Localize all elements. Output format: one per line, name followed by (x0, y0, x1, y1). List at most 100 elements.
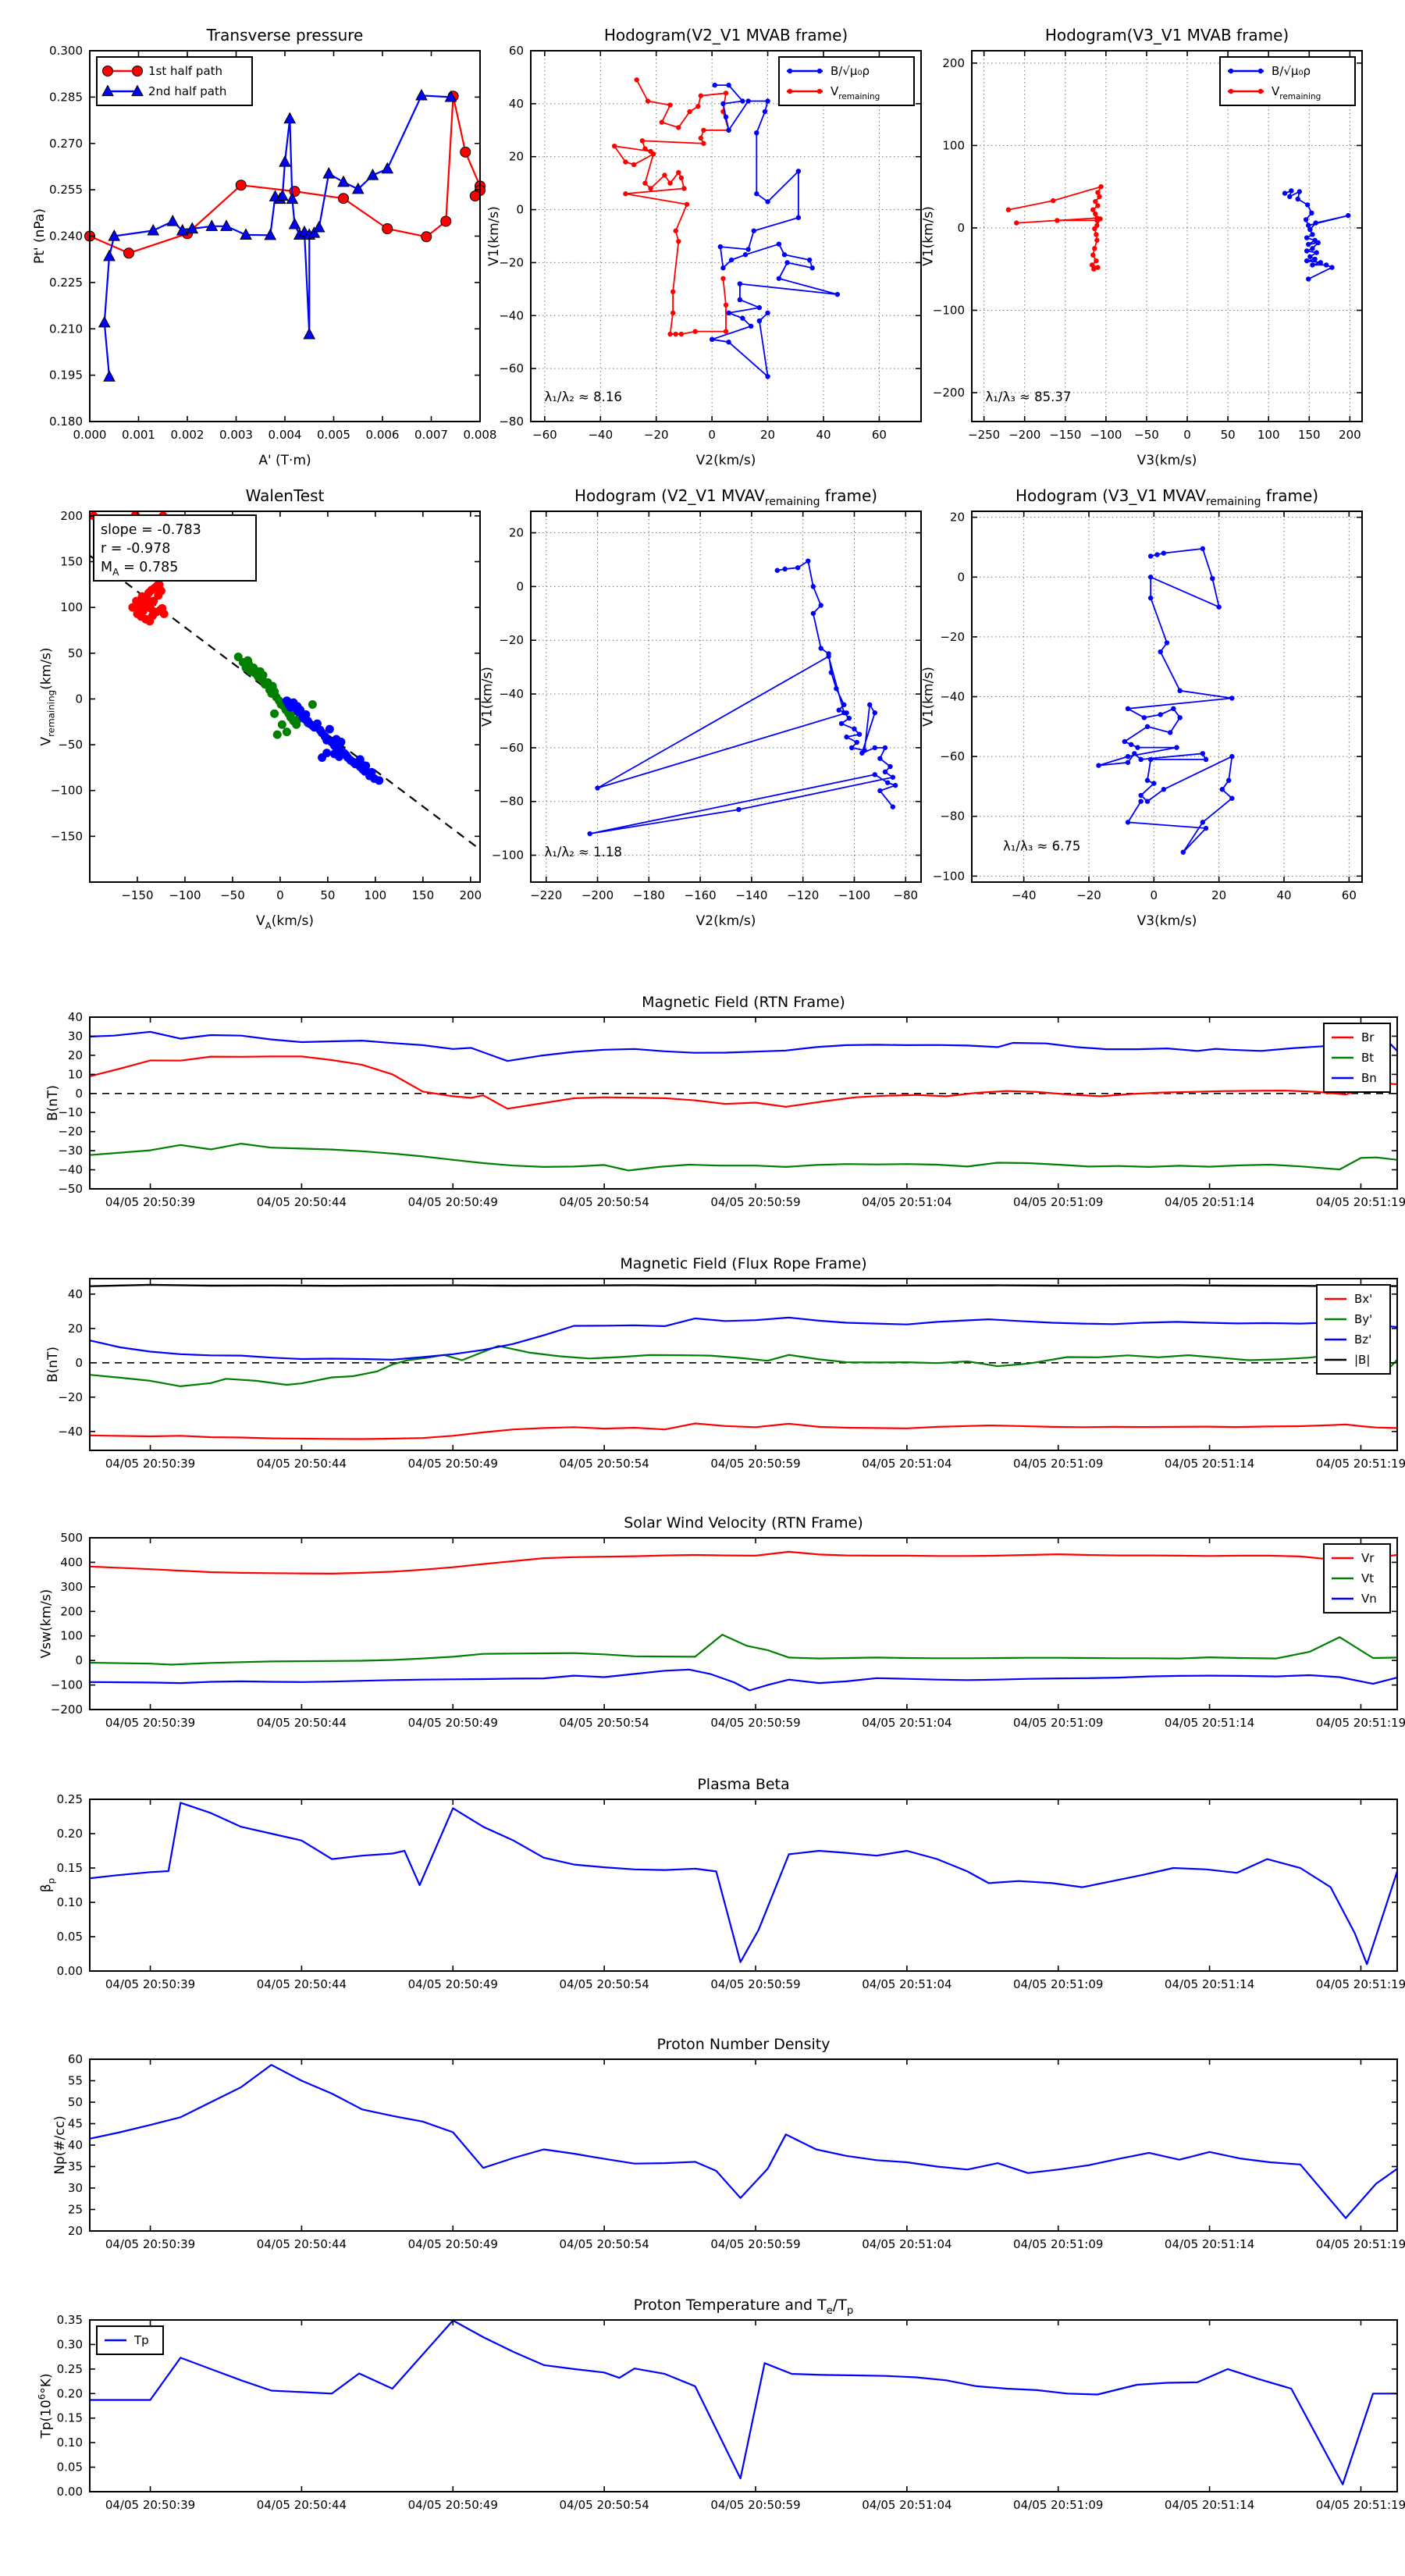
magnetic-field-rtn-ytick-label: 30 (68, 1029, 83, 1043)
magnetic-field-rtn-ylabel: B(nT) (45, 1085, 61, 1121)
hodogram-v3v1-mvav-ytick-label: −20 (940, 630, 965, 644)
transverse-pressure-ytick-label: 0.255 (49, 183, 83, 197)
transverse-pressure-series-2nd-half-path (103, 94, 452, 378)
magnetic-field-rtn-legend-label: Bt (1361, 1051, 1374, 1065)
hodogram-v2v1-mvav-xtick-label: −100 (838, 888, 870, 902)
proton-temperature-ytick-label: 0.35 (57, 2313, 83, 2327)
hodogram-v3v1-mvav-markers-blue (1096, 546, 1235, 855)
transverse-pressure-xtick-label: 0.000 (73, 428, 107, 442)
proton-temperature-ytick-label: 0.30 (57, 2337, 83, 2351)
hodogram-v2v1-mvab-ytick-label: 60 (509, 44, 524, 58)
hodogram-v2v1-mvab-annotation: λ₁/λ₂ ≈ 8.16 (545, 390, 622, 404)
proton-number-density-xtick-label: 04/05 20:50:39 (105, 2237, 195, 2251)
magnetic-field-flux-rope-legend-label: Bz' (1354, 1332, 1371, 1347)
walen-test-ylabel: Vremaining(km/s) (39, 648, 57, 746)
hodogram-v2v1-mvab-xtick-label: −40 (588, 428, 613, 442)
magnetic-field-flux-rope-ylabel: B(nT) (45, 1347, 61, 1382)
transverse-pressure-markers-red (84, 91, 486, 259)
solar-wind-velocity-xtick-label: 04/05 20:50:59 (710, 1716, 800, 1730)
hodogram-v2v1-mvav-xtick-label: −140 (735, 888, 767, 902)
plasma-beta-frame (89, 1799, 1398, 1972)
magnetic-field-rtn-xtick-label: 04/05 20:51:09 (1013, 1195, 1103, 1209)
hodogram-v2v1-mvab: −60 −40 −20 0 20 40 60 −80 −60 −40 −20 0 20 40 60 Hodog… (486, 26, 922, 468)
hodogram-v3v1-mvab-ylabel: V1(km/s) (921, 206, 937, 266)
walen-test-stats-line: MA = 0.785 (101, 560, 178, 578)
transverse-pressure-xtick-label: 0.002 (171, 428, 205, 442)
transverse-pressure-xtick-label: 0.003 (219, 428, 253, 442)
plasma-beta-xtick-label: 04/05 20:51:19 (1316, 1977, 1405, 1991)
transverse-pressure-xtick-label: 0.001 (122, 428, 155, 442)
solar-wind-velocity-xtick-label: 04/05 20:51:14 (1165, 1716, 1254, 1730)
walen-test-ytick-label: 150 (60, 555, 83, 569)
proton-number-density-ytick-label: 55 (68, 2074, 83, 2088)
plasma-beta-ytick-label: 0.20 (57, 1827, 83, 1841)
walen-test-markers-green (233, 652, 317, 739)
hodogram-v2v1-mvav-xlabel: V2(km/s) (696, 913, 756, 929)
magnetic-field-flux-rope-ytick-label: −20 (58, 1390, 83, 1404)
proton-number-density: 04/05 20:50:39 04/05 20:50:44 04/05 20:50:… (52, 2036, 1405, 2251)
hodogram-v3v1-mvab-xtick-label: −100 (1090, 428, 1122, 442)
plasma-beta-xtick-label: 04/05 20:51:14 (1165, 1977, 1254, 1991)
plasma-beta-series-beta-p (88, 1802, 1399, 1966)
solar-wind-velocity-xtick-label: 04/05 20:50:44 (257, 1716, 347, 1730)
hodogram-v3v1-mvab-legend-label: Vremaining (1272, 84, 1321, 101)
hodogram-v3v1-mvav-xtick-label: −40 (1012, 888, 1037, 902)
hodogram-v2v1-mvav-ytick-label: −40 (499, 687, 524, 701)
hodogram-v3v1-mvav-annotation: λ₁/λ₃ ≈ 6.75 (1003, 839, 1080, 854)
hodogram-v2v1-mvav-xtick-label: −200 (582, 888, 614, 902)
hodogram-v2v1-mvab-ytick-label: −40 (499, 308, 524, 322)
solar-wind-velocity-ytick-label: 300 (60, 1580, 83, 1594)
hodogram-v2v1-mvab-title: Hodogram(V2_V1 MVAB frame) (604, 26, 848, 44)
hodogram-v2v1-mvav-annotation: λ₁/λ₂ ≈ 1.18 (545, 845, 622, 859)
proton-number-density-xtick-label: 04/05 20:50:44 (257, 2237, 347, 2251)
solar-wind-velocity-legend-label: Vr (1361, 1551, 1375, 1565)
solar-wind-velocity-ytick-label: −100 (51, 1678, 83, 1692)
hodogram-v3v1-mvab-xlabel: V3(km/s) (1137, 453, 1197, 468)
hodogram-v3v1-mvav-ylabel: V1(km/s) (921, 667, 937, 727)
proton-number-density-ytick-label: 30 (68, 2181, 83, 2195)
proton-temperature-xtick-label: 04/05 20:51:19 (1316, 2498, 1405, 2512)
magnetic-field-rtn-xtick-label: 04/05 20:51:14 (1165, 1195, 1254, 1209)
hodogram-v2v1-mvav-markers-blue (587, 558, 898, 837)
hodogram-v3v1-mvav-xlabel: V3(km/s) (1137, 913, 1197, 929)
magnetic-field-flux-rope-frame (89, 1278, 1398, 1451)
proton-number-density-xtick-label: 04/05 20:50:54 (559, 2237, 649, 2251)
hodogram-v2v1-mvav-title: Hodogram (V2_V1 MVAVremaining frame) (574, 486, 877, 508)
plasma-beta-ytick-label: 0.10 (57, 1895, 83, 1909)
magnetic-field-rtn-legend-label: Br (1361, 1030, 1375, 1044)
hodogram-v2v1-mvab-ytick-label: −80 (499, 415, 524, 429)
hodogram-v3v1-mvab-xtick-label: 0 (1183, 428, 1191, 442)
proton-temperature-xtick-label: 04/05 20:50:54 (559, 2498, 649, 2512)
hodogram-v2v1-mvab-markers-blue (709, 82, 841, 379)
proton-number-density-xtick-label: 04/05 20:51:19 (1316, 2237, 1405, 2251)
solar-wind-velocity-series-vr (88, 1550, 1399, 1575)
solar-wind-velocity-ylabel: Vsw(km/s) (39, 1589, 55, 1659)
hodogram-v2v1-mvab-xlabel: V2(km/s) (696, 453, 756, 468)
hodogram-v3v1-mvab-markers-blue (1282, 188, 1351, 282)
magnetic-field-flux-rope-series-bz- (88, 1316, 1399, 1361)
walen-test-ytick-label: 100 (60, 600, 83, 614)
plasma-beta-xtick-label: 04/05 20:51:09 (1013, 1977, 1103, 1991)
proton-temperature-ytick-label: 0.20 (57, 2386, 83, 2400)
plasma-beta-xtick-label: 04/05 20:50:39 (105, 1977, 195, 1991)
hodogram-v2v1-mvab-xtick-label: 20 (760, 428, 775, 442)
walen-test-stats-line: slope = -0.783 (101, 522, 201, 538)
transverse-pressure-ytick-label: 0.240 (49, 229, 83, 244)
transverse-pressure-ylabel: Pt' (nPa) (32, 208, 48, 264)
magnetic-field-rtn-series-bt (88, 1142, 1399, 1172)
solar-wind-velocity-ytick-label: 500 (60, 1531, 83, 1545)
transverse-pressure-xtick-label: 0.007 (414, 428, 448, 442)
proton-temperature-legend-label: Tp (133, 2333, 149, 2347)
hodogram-v2v1-mvav-ytick-label: −20 (499, 633, 524, 647)
hodogram-v3v1-mvav-ytick-label: −60 (940, 749, 965, 763)
magnetic-field-flux-rope-series--b- (88, 1283, 1399, 1288)
magnetic-field-rtn-xtick-label: 04/05 20:51:04 (862, 1195, 951, 1209)
hodogram-v2v1-mvab-legend-label: Vremaining (831, 84, 880, 101)
magnetic-field-flux-rope-title: Magnetic Field (Flux Rope Frame) (620, 1255, 866, 1272)
magnetic-field-rtn-ytick-label: −50 (58, 1182, 83, 1196)
hodogram-v3v1-mvab-series-b-sqrt-mu0-rho- (1284, 190, 1350, 280)
walen-test-xtick-label: 0 (276, 888, 284, 902)
transverse-pressure: 0.000 0.001 0.002 0.003 0.004 0.005 0.006 0.007… (32, 26, 496, 468)
magnetic-field-rtn-ytick-label: 40 (68, 1010, 83, 1024)
solar-wind-velocity-legend-label: Vn (1361, 1592, 1377, 1606)
